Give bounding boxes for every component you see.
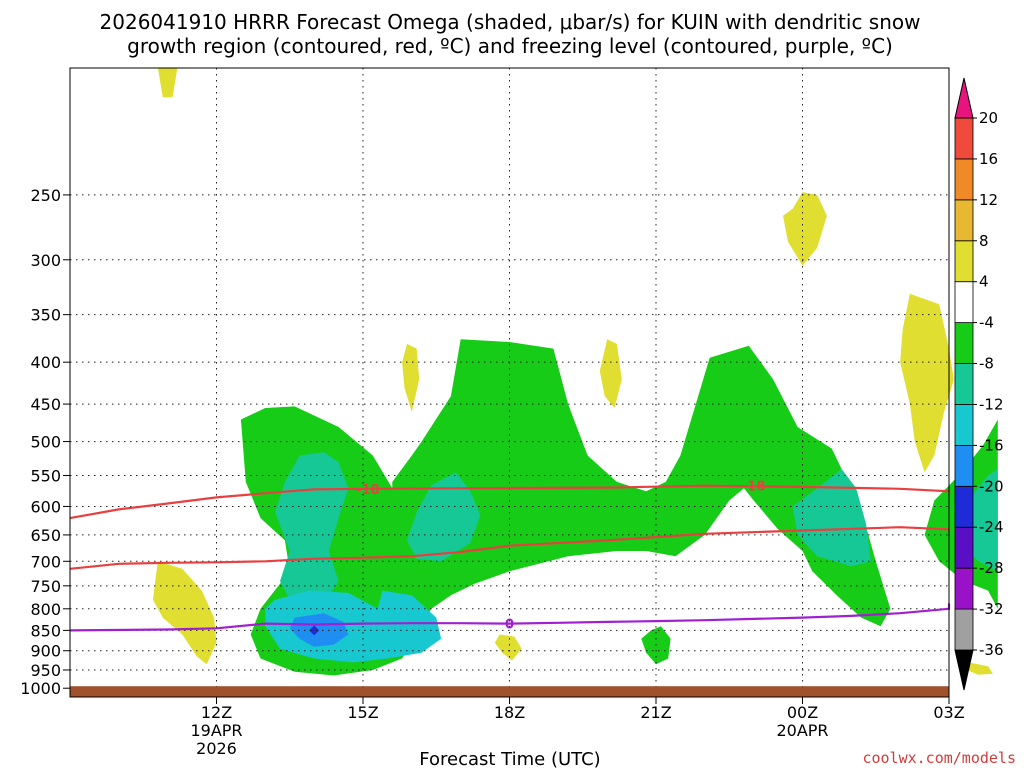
omega-positive-region: [153, 561, 217, 665]
colorbar-label: -32: [979, 600, 1004, 618]
y-tick-label: 450: [30, 395, 61, 414]
x-tick-label: 15Z: [347, 703, 378, 722]
colorbar-segment: [954, 567, 974, 610]
omega-positive-region: [157, 68, 178, 98]
chart-title-line2: growth region (contoured, red, ºC) and f…: [127, 34, 893, 58]
y-tick-label: 800: [30, 600, 61, 619]
dgz-contour-label: -18: [356, 483, 380, 498]
y-tick-label: 550: [30, 466, 61, 485]
omega-positive-region: [402, 343, 420, 412]
colorbar-label: -16: [979, 436, 1004, 454]
x-tick-label: 00Z: [787, 703, 818, 722]
omega-negative-region: [240, 339, 891, 676]
colorbar-segment: [954, 526, 974, 569]
y-tick-label: 650: [30, 526, 61, 545]
y-tick-label: 250: [30, 186, 61, 205]
y-tick-label: 600: [30, 497, 61, 516]
dgz-contour-label: -18: [742, 480, 766, 495]
colorbar-label: -4: [979, 314, 994, 332]
colorbar-label: -8: [979, 355, 994, 373]
colorbar-segment: [954, 158, 974, 201]
colorbar-label: 8: [979, 232, 989, 250]
y-tick-label: 1000: [20, 679, 61, 698]
x-tick-label: 03Z: [933, 703, 964, 722]
y-tick-label: 500: [30, 433, 61, 452]
colorbar-segment: [954, 485, 974, 528]
x-axis-label: Forecast Time (UTC): [419, 749, 600, 768]
y-tick-label: 750: [30, 577, 61, 596]
colorbar-label: 20: [979, 109, 998, 127]
y-tick-label: 350: [30, 306, 61, 325]
x-tick-label: 12Z: [201, 703, 232, 722]
temperature-contours: -18 -18 0: [69, 480, 951, 633]
colorbar-label: -28: [979, 559, 1004, 577]
freezing-level-line: [69, 603, 951, 632]
freezing-contour-label: 0: [505, 618, 514, 633]
x-tick-date: 19APR: [190, 721, 242, 740]
omega-negative-region: [265, 590, 442, 663]
colorbar-label: 16: [979, 150, 998, 168]
colorbar: -36 -32 -28 -24 -20 -16 -12 -8 -4 4 8 12 16 20: [954, 77, 1004, 691]
omega-minimum-marker: [309, 625, 320, 636]
omega-positive-region: [599, 339, 622, 408]
colorbar-label: 4: [979, 273, 989, 291]
colorbar-segment: [954, 281, 974, 324]
pressure-axis: 250 300 350 400 450 500 550 600 650 700 750 800 850 9…: [20, 186, 70, 698]
omega-positive-region: [900, 293, 954, 473]
y-tick-label: 300: [30, 251, 61, 270]
y-tick-label: 400: [30, 353, 61, 372]
omega-positive-region: [963, 662, 993, 675]
omega-shaded-field: [153, 68, 998, 676]
x-tick-label: 21Z: [640, 703, 671, 722]
colorbar-segment: [954, 240, 974, 283]
dgz-contour-line: [69, 484, 951, 520]
y-tick-label: 950: [30, 661, 61, 680]
chart-title-line1: 2026041910 HRRR Forecast Omega (shaded, …: [100, 10, 921, 34]
omega-negative-region: [289, 613, 349, 647]
omega-negative-region: [792, 469, 871, 567]
y-tick-label: 900: [30, 642, 61, 661]
colorbar-high-triangle: [954, 77, 974, 119]
colorbar-label: -36: [979, 641, 1004, 659]
colorbar-segment: [954, 322, 974, 364]
omega-negative-region: [407, 472, 481, 562]
colorbar-label: -24: [979, 518, 1004, 536]
ground-fill: [70, 686, 949, 697]
dgz-contour-line: [69, 526, 950, 570]
x-tick-date: 20APR: [776, 721, 828, 740]
colorbar-segment: [954, 444, 974, 487]
colorbar-segment: [954, 199, 974, 242]
colorbar-segment: [954, 363, 974, 405]
ground-surface: [70, 686, 949, 697]
y-tick-label: 850: [30, 621, 61, 640]
omega-positive-region: [783, 192, 827, 266]
colorbar-label: -12: [979, 395, 1004, 413]
x-tick-year: 2026: [196, 739, 237, 758]
credit-text: coolwx.com/models: [862, 749, 1016, 767]
x-tick-label: 18Z: [494, 703, 525, 722]
y-tick-label: 700: [30, 552, 61, 571]
colorbar-label: 12: [979, 191, 998, 209]
colorbar-segment: [954, 117, 974, 160]
colorbar-segment: [954, 404, 974, 446]
omega-positive-region: [494, 634, 522, 661]
colorbar-segment: [954, 608, 974, 651]
colorbar-label: -20: [979, 477, 1004, 495]
